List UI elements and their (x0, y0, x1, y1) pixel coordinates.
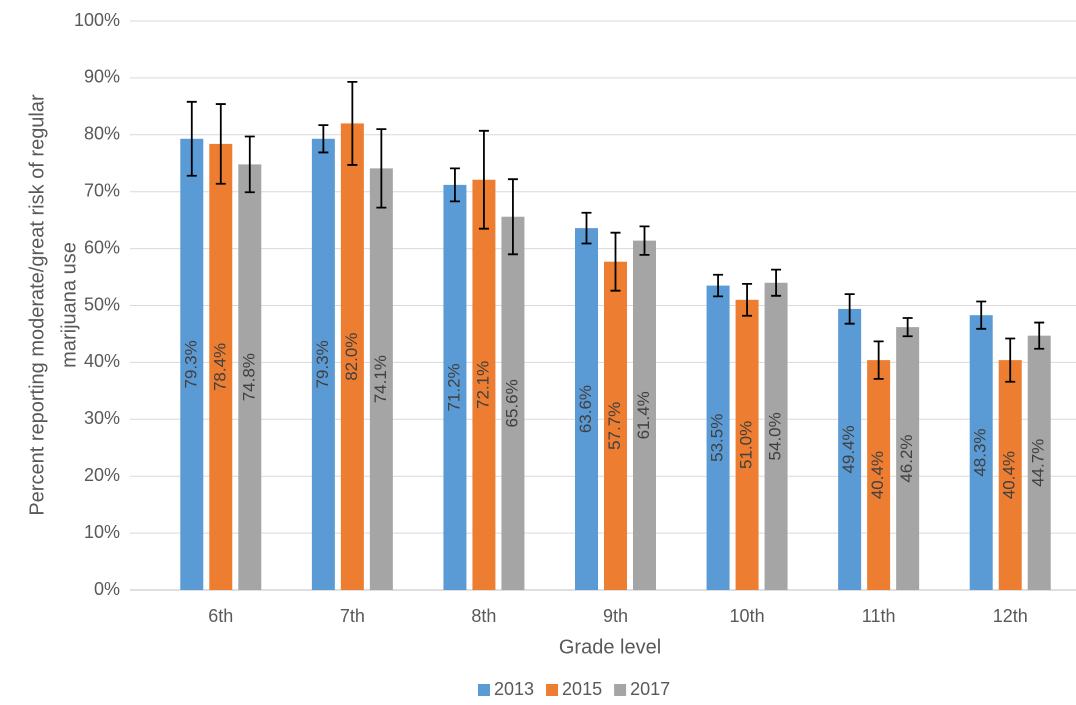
data-label: 82.0% (342, 333, 361, 381)
data-label: 78.4% (210, 343, 229, 391)
y-tick-label: 40% (84, 351, 120, 371)
error-bar (376, 128, 387, 209)
data-label: 54.0% (766, 412, 785, 460)
data-label: 72.1% (473, 361, 492, 409)
bar (369, 168, 393, 590)
bar (575, 228, 598, 590)
bar (764, 282, 788, 590)
data-label: 57.7% (605, 402, 624, 450)
legend-label: 2013 (494, 679, 534, 699)
error-bar (186, 100, 197, 177)
error-bar (347, 80, 358, 166)
x-tick-label: 8th (471, 606, 496, 626)
error-bar (581, 211, 592, 245)
y-tick-label: 80% (84, 124, 120, 144)
error-bar (873, 340, 884, 380)
x-tick-label: 6th (208, 606, 233, 626)
bar (340, 123, 364, 591)
error-bar (244, 135, 255, 194)
legend-swatch (478, 684, 490, 696)
bar (706, 285, 730, 590)
error-bar (639, 225, 650, 256)
bar (998, 360, 1022, 590)
legend-swatch (614, 684, 627, 696)
error-bar (844, 293, 855, 325)
bar (238, 164, 262, 590)
bar (443, 184, 467, 590)
error-bar (478, 129, 489, 230)
legend-swatch (546, 684, 559, 696)
data-label: 44.7% (1029, 439, 1048, 487)
x-axis-title: Grade level (559, 636, 661, 658)
error-bar (742, 282, 753, 317)
error-bar (1034, 321, 1045, 350)
bar (838, 308, 862, 590)
error-bar (902, 317, 913, 338)
bar (501, 216, 525, 590)
legend-label: 2015 (562, 679, 602, 699)
legend-label: 2017 (630, 679, 670, 699)
data-label: 71.2% (444, 363, 463, 411)
data-label: 48.3% (971, 428, 990, 476)
bar (604, 261, 627, 590)
bar (311, 138, 335, 590)
error-bar (610, 231, 621, 292)
error-bar (449, 167, 460, 203)
error-bar (771, 268, 782, 297)
bar (180, 138, 204, 590)
error-bar (507, 178, 518, 256)
y-tick-label: 20% (84, 465, 120, 485)
y-tick-label: 60% (84, 237, 120, 257)
data-label: 79.3% (181, 340, 200, 388)
bar (209, 143, 233, 591)
y-tick-label: 0% (94, 579, 120, 599)
data-label: 46.2% (897, 434, 916, 482)
error-bar (976, 300, 987, 330)
bar (896, 327, 920, 590)
bar (735, 299, 759, 590)
data-label: 79.3% (313, 340, 332, 388)
bar (969, 315, 993, 590)
error-bar (215, 103, 226, 185)
error-bar (318, 124, 329, 154)
data-label: 49.4% (839, 425, 858, 473)
y-tick-label: 70% (84, 180, 120, 200)
bar (1027, 335, 1051, 590)
data-label: 74.8% (239, 353, 258, 401)
error-bar (713, 273, 724, 298)
y-tick-label: 30% (84, 408, 120, 428)
data-label: 51.0% (737, 421, 756, 469)
y-tick-label: 100% (74, 10, 120, 30)
bar (633, 240, 656, 590)
data-label: 63.6% (576, 385, 595, 433)
data-label: 53.5% (708, 414, 727, 462)
x-tick-label: 11th (862, 606, 896, 626)
x-tick-label: 9th (603, 606, 628, 626)
data-label: 40.4% (1000, 451, 1019, 499)
data-label: 61.4% (634, 391, 653, 439)
bar (867, 360, 891, 590)
data-label: 65.6% (502, 379, 521, 427)
bar (472, 179, 496, 590)
y-tick-label: 10% (84, 522, 120, 542)
y-axis-title: Percent reporting moderate/great risk of… (26, 94, 48, 516)
y-tick-label: 50% (84, 294, 120, 314)
y-tick-label: 90% (84, 67, 120, 87)
data-label: 40.4% (868, 451, 887, 499)
x-tick-label: 12th (993, 606, 1028, 626)
y-axis-title: marijuana use (58, 242, 80, 368)
data-label: 74.1% (371, 355, 390, 403)
x-tick-label: 10th (730, 606, 765, 626)
x-tick-label: 7th (340, 606, 365, 626)
error-bar (1005, 337, 1016, 383)
